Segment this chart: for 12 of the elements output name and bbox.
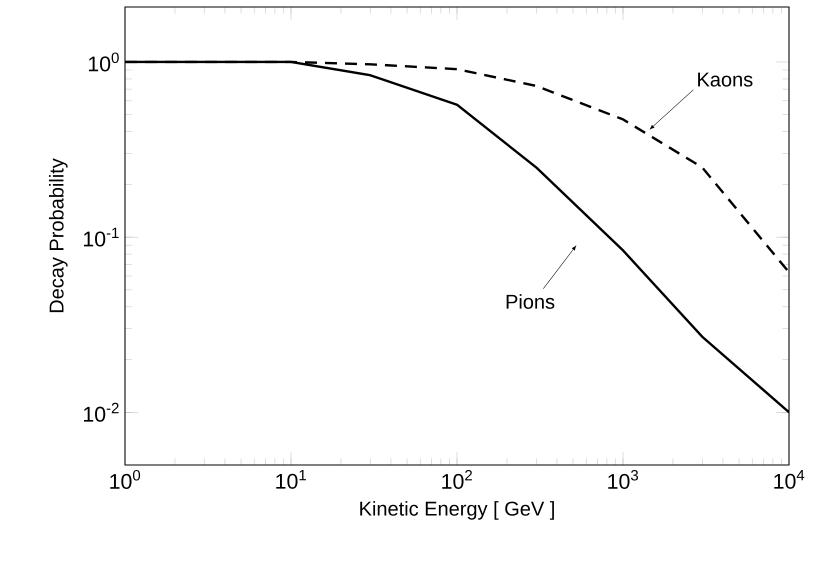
- x-axis-title: Kinetic Energy [ GeV ]: [360, 501, 554, 520]
- x-tick-label: 10$^{1}$: [276, 470, 306, 489]
- x-tick-label: 10$^{4}$: [774, 470, 804, 489]
- y-tick-label: 10$^{0}$: [88, 52, 119, 72]
- annotation: Kaons: [698, 72, 752, 87]
- annotation: Pions: [506, 294, 554, 309]
- x-tick-label: 10$^{0}$: [110, 470, 140, 489]
- y-axis-title: Decay Probability: [48, 158, 68, 312]
- y-tick-label: 10$^{-2}$: [84, 402, 119, 422]
- x-tick-label: 10$^{3}$: [608, 470, 638, 489]
- x-tick-label: 10$^{2}$: [442, 470, 472, 489]
- y-tick-label: 10$^{-1}$: [84, 228, 119, 247]
